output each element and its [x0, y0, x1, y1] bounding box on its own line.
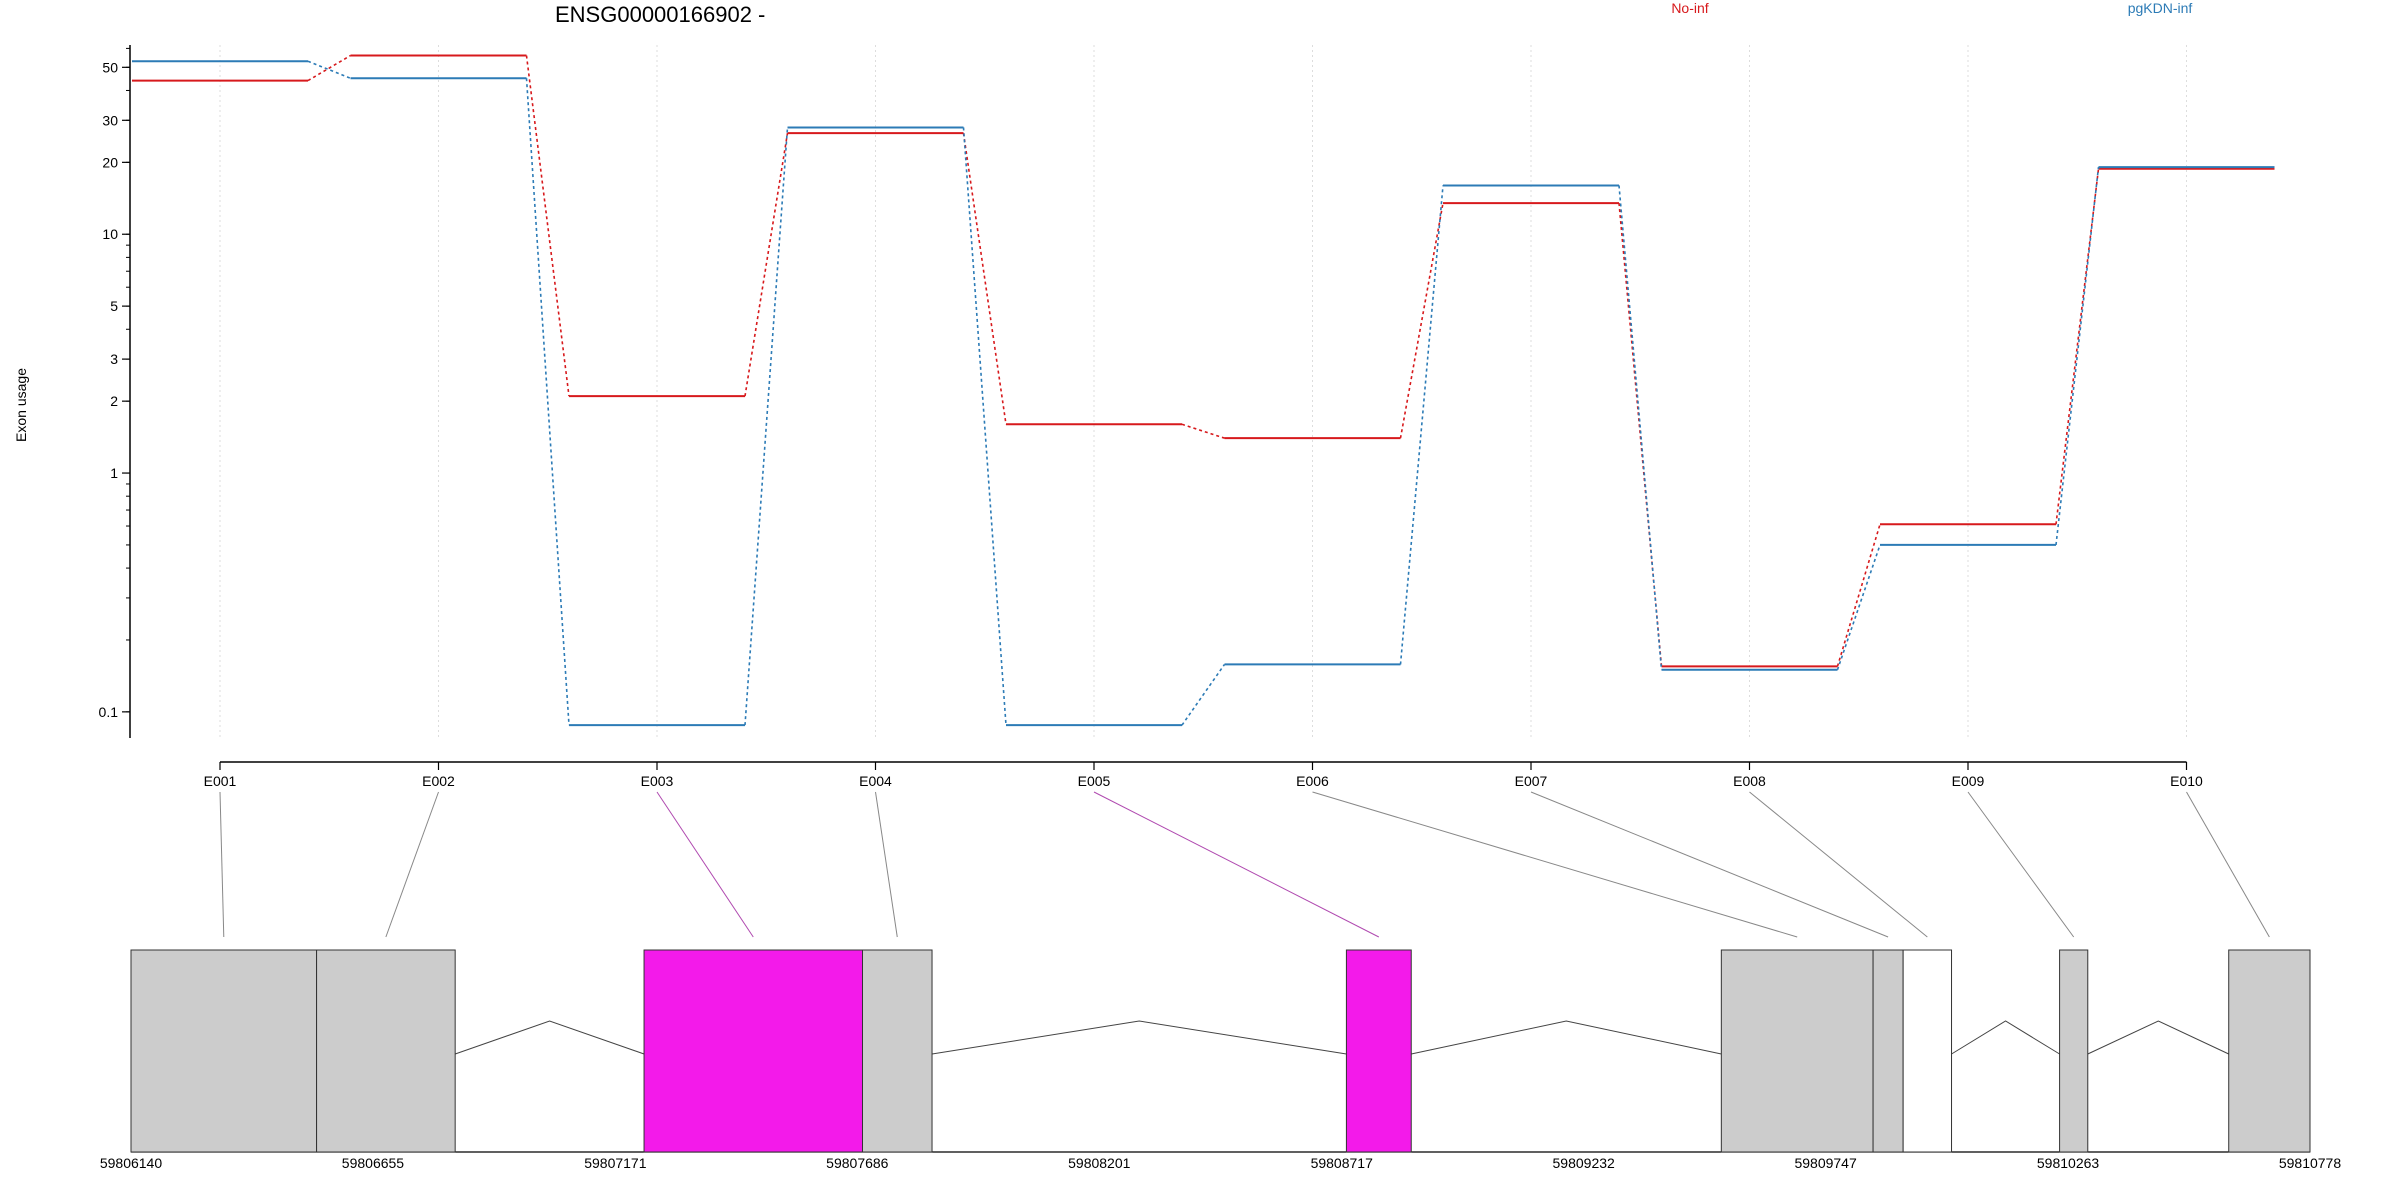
exon-block-e006	[1720, 949, 1874, 1153]
connector-no-inf-e001	[307, 54, 351, 82]
connector-e001	[219, 791, 225, 938]
x-tick-label-e010: E010	[2170, 773, 2203, 789]
y-tick-label-5: 5	[110, 298, 118, 314]
connector-pgkdn-inf-e006	[1399, 185, 1444, 665]
connector-no-inf-e002	[525, 55, 570, 397]
intron-line	[455, 1020, 645, 1055]
connector-pgkdn-inf-e002	[525, 78, 570, 726]
x-tick-label-e008: E008	[1733, 773, 1766, 789]
exon-block-e001	[130, 949, 318, 1153]
x-axis: E001 E002 E003 E004 E005 E006 E007 E008 E009 E010	[204, 761, 2203, 789]
x-tick-label-e003: E003	[641, 773, 674, 789]
connector-e008	[1749, 791, 1928, 938]
connector-e003	[656, 791, 754, 938]
connector-no-inf-e006	[1399, 202, 1444, 439]
y-tick-label-10: 10	[102, 226, 118, 242]
connector-pgkdn-inf-e005	[1181, 663, 1226, 726]
y-tick-label-0.1: 0.1	[99, 704, 119, 720]
connector-pgkdn-inf-e001	[307, 60, 351, 79]
x-tick-label-e004: E004	[859, 773, 892, 789]
connector-pgkdn-inf-e007	[1618, 185, 1663, 670]
legend-entry-pgkdn-inf: pgKDN-inf	[2128, 0, 2193, 16]
genomic-coord-59807171: 59807171	[584, 1155, 647, 1171]
series-pgkdn-inf	[132, 60, 2275, 727]
intron-line	[1411, 1020, 1722, 1055]
connector-e006	[1312, 791, 1798, 938]
genomic-coord-59808717: 59808717	[1311, 1155, 1374, 1171]
x-tick-label-e002: E002	[422, 773, 455, 789]
exon-block-e005	[1345, 949, 1412, 1153]
exon-block-e010	[2228, 949, 2311, 1153]
connector-e007	[1530, 791, 1889, 938]
connector-e005	[1093, 791, 1380, 938]
intron-line	[931, 1020, 1347, 1055]
genomic-coord-59808201: 59808201	[1068, 1155, 1131, 1171]
genomic-coord-59807686: 59807686	[826, 1155, 889, 1171]
gene-model: 59806140 59806655 59807171 59807686 59808201…	[100, 949, 2342, 1171]
series-lines	[132, 54, 2275, 727]
exon-block-e003	[643, 949, 864, 1153]
connector-pgkdn-inf-e008	[1836, 544, 1881, 671]
genomic-coord-59810778: 59810778	[2279, 1155, 2342, 1171]
connector-no-inf-e003	[744, 133, 789, 397]
genomic-coord-59809232: 59809232	[1553, 1155, 1616, 1171]
x-tick-label-e006: E006	[1296, 773, 1329, 789]
x-tick-label-e005: E005	[1078, 773, 1111, 789]
genomic-coord-59806140: 59806140	[100, 1155, 163, 1171]
connector-e009	[1967, 791, 2075, 938]
x-tick-label-e001: E001	[204, 773, 237, 789]
connector-no-inf-e007	[1618, 203, 1663, 667]
x-tick-label-e009: E009	[1952, 773, 1985, 789]
connector-no-inf-e008	[1836, 524, 1881, 667]
genomic-coord-59806655: 59806655	[342, 1155, 405, 1171]
connector-e002	[385, 791, 439, 938]
y-tick-label-2: 2	[110, 393, 118, 409]
genomic-coord-59809747: 59809747	[1794, 1155, 1857, 1171]
connector-no-inf-e004	[962, 133, 1007, 425]
x-tick-label-e007: E007	[1515, 773, 1548, 789]
exon-block-e002	[316, 949, 456, 1153]
y-tick-label-20: 20	[102, 154, 118, 170]
y-tick-label-50: 50	[102, 59, 118, 75]
legend-entry-no-inf: No-inf	[1671, 0, 1708, 16]
connector-pgkdn-inf-e004	[962, 127, 1007, 726]
y-tick-label-1: 1	[110, 465, 118, 481]
exon-connectors	[219, 791, 2270, 938]
exon-block-e004	[862, 949, 933, 1153]
exon-block-e009	[2059, 949, 2089, 1153]
exon-block-e008	[1902, 949, 1953, 1153]
y-axis: 0.1 1 2 3 5 10 20 30 50	[99, 45, 131, 738]
y-tick-label-30: 30	[102, 112, 118, 128]
intron-line	[1951, 1020, 2060, 1055]
connector-e010	[2186, 791, 2270, 938]
connector-pgkdn-inf-e003	[744, 127, 789, 726]
y-tick-label-3: 3	[110, 351, 118, 367]
connector-pgkdn-inf-e009	[2055, 167, 2100, 546]
intron-line	[2087, 1020, 2229, 1055]
genomic-coord-59810263: 59810263	[2037, 1155, 2100, 1171]
grid-lines	[219, 45, 2187, 740]
series-no-inf	[132, 54, 2275, 668]
exon-block-e007	[1872, 949, 1904, 1153]
y-axis-label: Exon usage	[13, 368, 29, 442]
chart-title: ENSG00000166902 -	[555, 2, 765, 27]
connector-e004	[875, 791, 898, 938]
connector-no-inf-e005	[1181, 423, 1225, 439]
